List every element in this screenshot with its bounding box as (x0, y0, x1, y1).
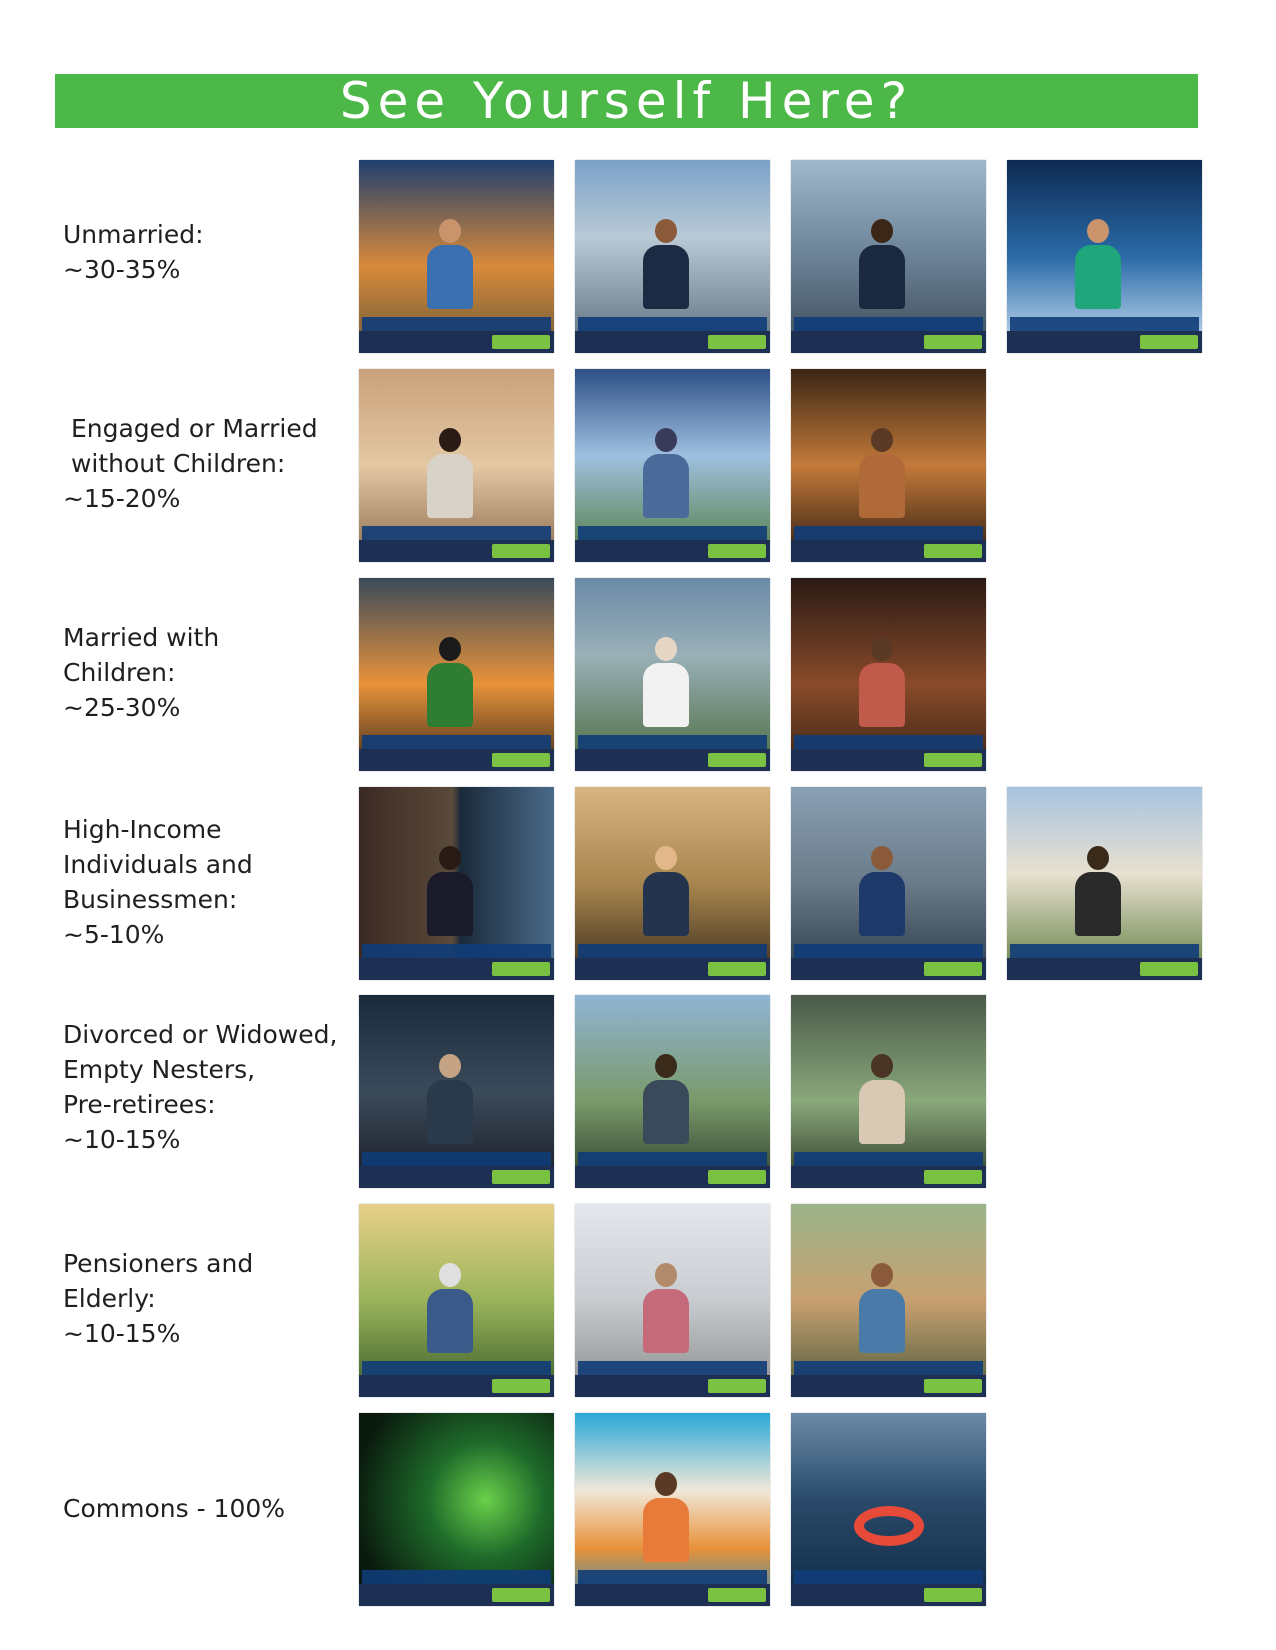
ad-image (1007, 160, 1202, 353)
segment-row-engaged-married-no-children: Engaged or Married without Children: ~15… (0, 369, 1276, 564)
ad-image (575, 1204, 770, 1397)
ad-image (575, 369, 770, 562)
segment-label-line: Individuals and (63, 850, 253, 879)
ad-image (791, 995, 986, 1188)
ad-image (791, 369, 986, 562)
segment-label-line: without Children: (63, 449, 286, 478)
ad-image (359, 995, 554, 1188)
ad-image (575, 1413, 770, 1606)
ad-image (791, 578, 986, 771)
segment-row-commons: Commons - 100% (0, 1413, 1276, 1608)
segment-label-line: Children: (63, 658, 176, 687)
segment-label-line: High-Income (63, 815, 222, 844)
ad-image (359, 787, 554, 980)
segment-label-line: ~10-15% (63, 1319, 181, 1348)
segment-label: Engaged or Married without Children: ~15… (63, 411, 363, 516)
segment-label-line: Elderly: (63, 1284, 156, 1313)
segment-row-unmarried: Unmarried: ~30-35% (0, 160, 1276, 355)
segment-label-line: ~25-30% (63, 693, 181, 722)
ad-image (1007, 787, 1202, 980)
ad-image (359, 160, 554, 353)
segment-row-divorced-widowed: Divorced or Widowed, Empty Nesters, Pre-… (0, 995, 1276, 1190)
segment-label-line: ~10-15% (63, 1125, 181, 1154)
segment-label: Pensioners and Elderly: ~10-15% (63, 1246, 363, 1351)
segment-label-line: ~15-20% (63, 484, 181, 513)
segment-label-line: ~30-35% (63, 255, 181, 284)
segment-row-pensioners-elderly: Pensioners and Elderly: ~10-15% (0, 1204, 1276, 1399)
segment-label-line: Divorced or Widowed, (63, 1020, 338, 1049)
segment-label-line: Businessmen: (63, 885, 238, 914)
ad-image (359, 1204, 554, 1397)
segment-label: Divorced or Widowed, Empty Nesters, Pre-… (63, 1017, 363, 1157)
segment-row-high-income: High-Income Individuals and Businessmen:… (0, 787, 1276, 982)
ad-image (359, 369, 554, 562)
ad-image (575, 160, 770, 353)
ad-image (791, 160, 986, 353)
ad-image (575, 787, 770, 980)
page-title: See Yourself Here? (339, 72, 914, 130)
ad-image (791, 1204, 986, 1397)
segment-label: Commons - 100% (63, 1491, 363, 1526)
title-banner: See Yourself Here? (55, 74, 1198, 128)
segment-label-line: Married with (63, 623, 220, 652)
ad-image (791, 787, 986, 980)
segment-label-line: Pensioners and (63, 1249, 254, 1278)
segment-label: Married with Children: ~25-30% (63, 620, 363, 725)
ad-image (575, 578, 770, 771)
segment-label-line: Engaged or Married (63, 414, 318, 443)
ad-image (791, 1413, 986, 1606)
segment-label-line: Commons - 100% (63, 1494, 286, 1523)
segment-label-line: Unmarried: (63, 220, 204, 249)
ad-image (575, 995, 770, 1188)
segment-label-line: Pre-retirees: (63, 1090, 216, 1119)
segment-row-married-with-children: Married with Children: ~25-30% (0, 578, 1276, 773)
segment-label-line: Empty Nesters, (63, 1055, 256, 1084)
ad-image (359, 578, 554, 771)
segment-label: High-Income Individuals and Businessmen:… (63, 812, 363, 952)
ad-image (359, 1413, 554, 1606)
segment-label-line: ~5-10% (63, 920, 165, 949)
segment-label: Unmarried: ~30-35% (63, 217, 363, 287)
